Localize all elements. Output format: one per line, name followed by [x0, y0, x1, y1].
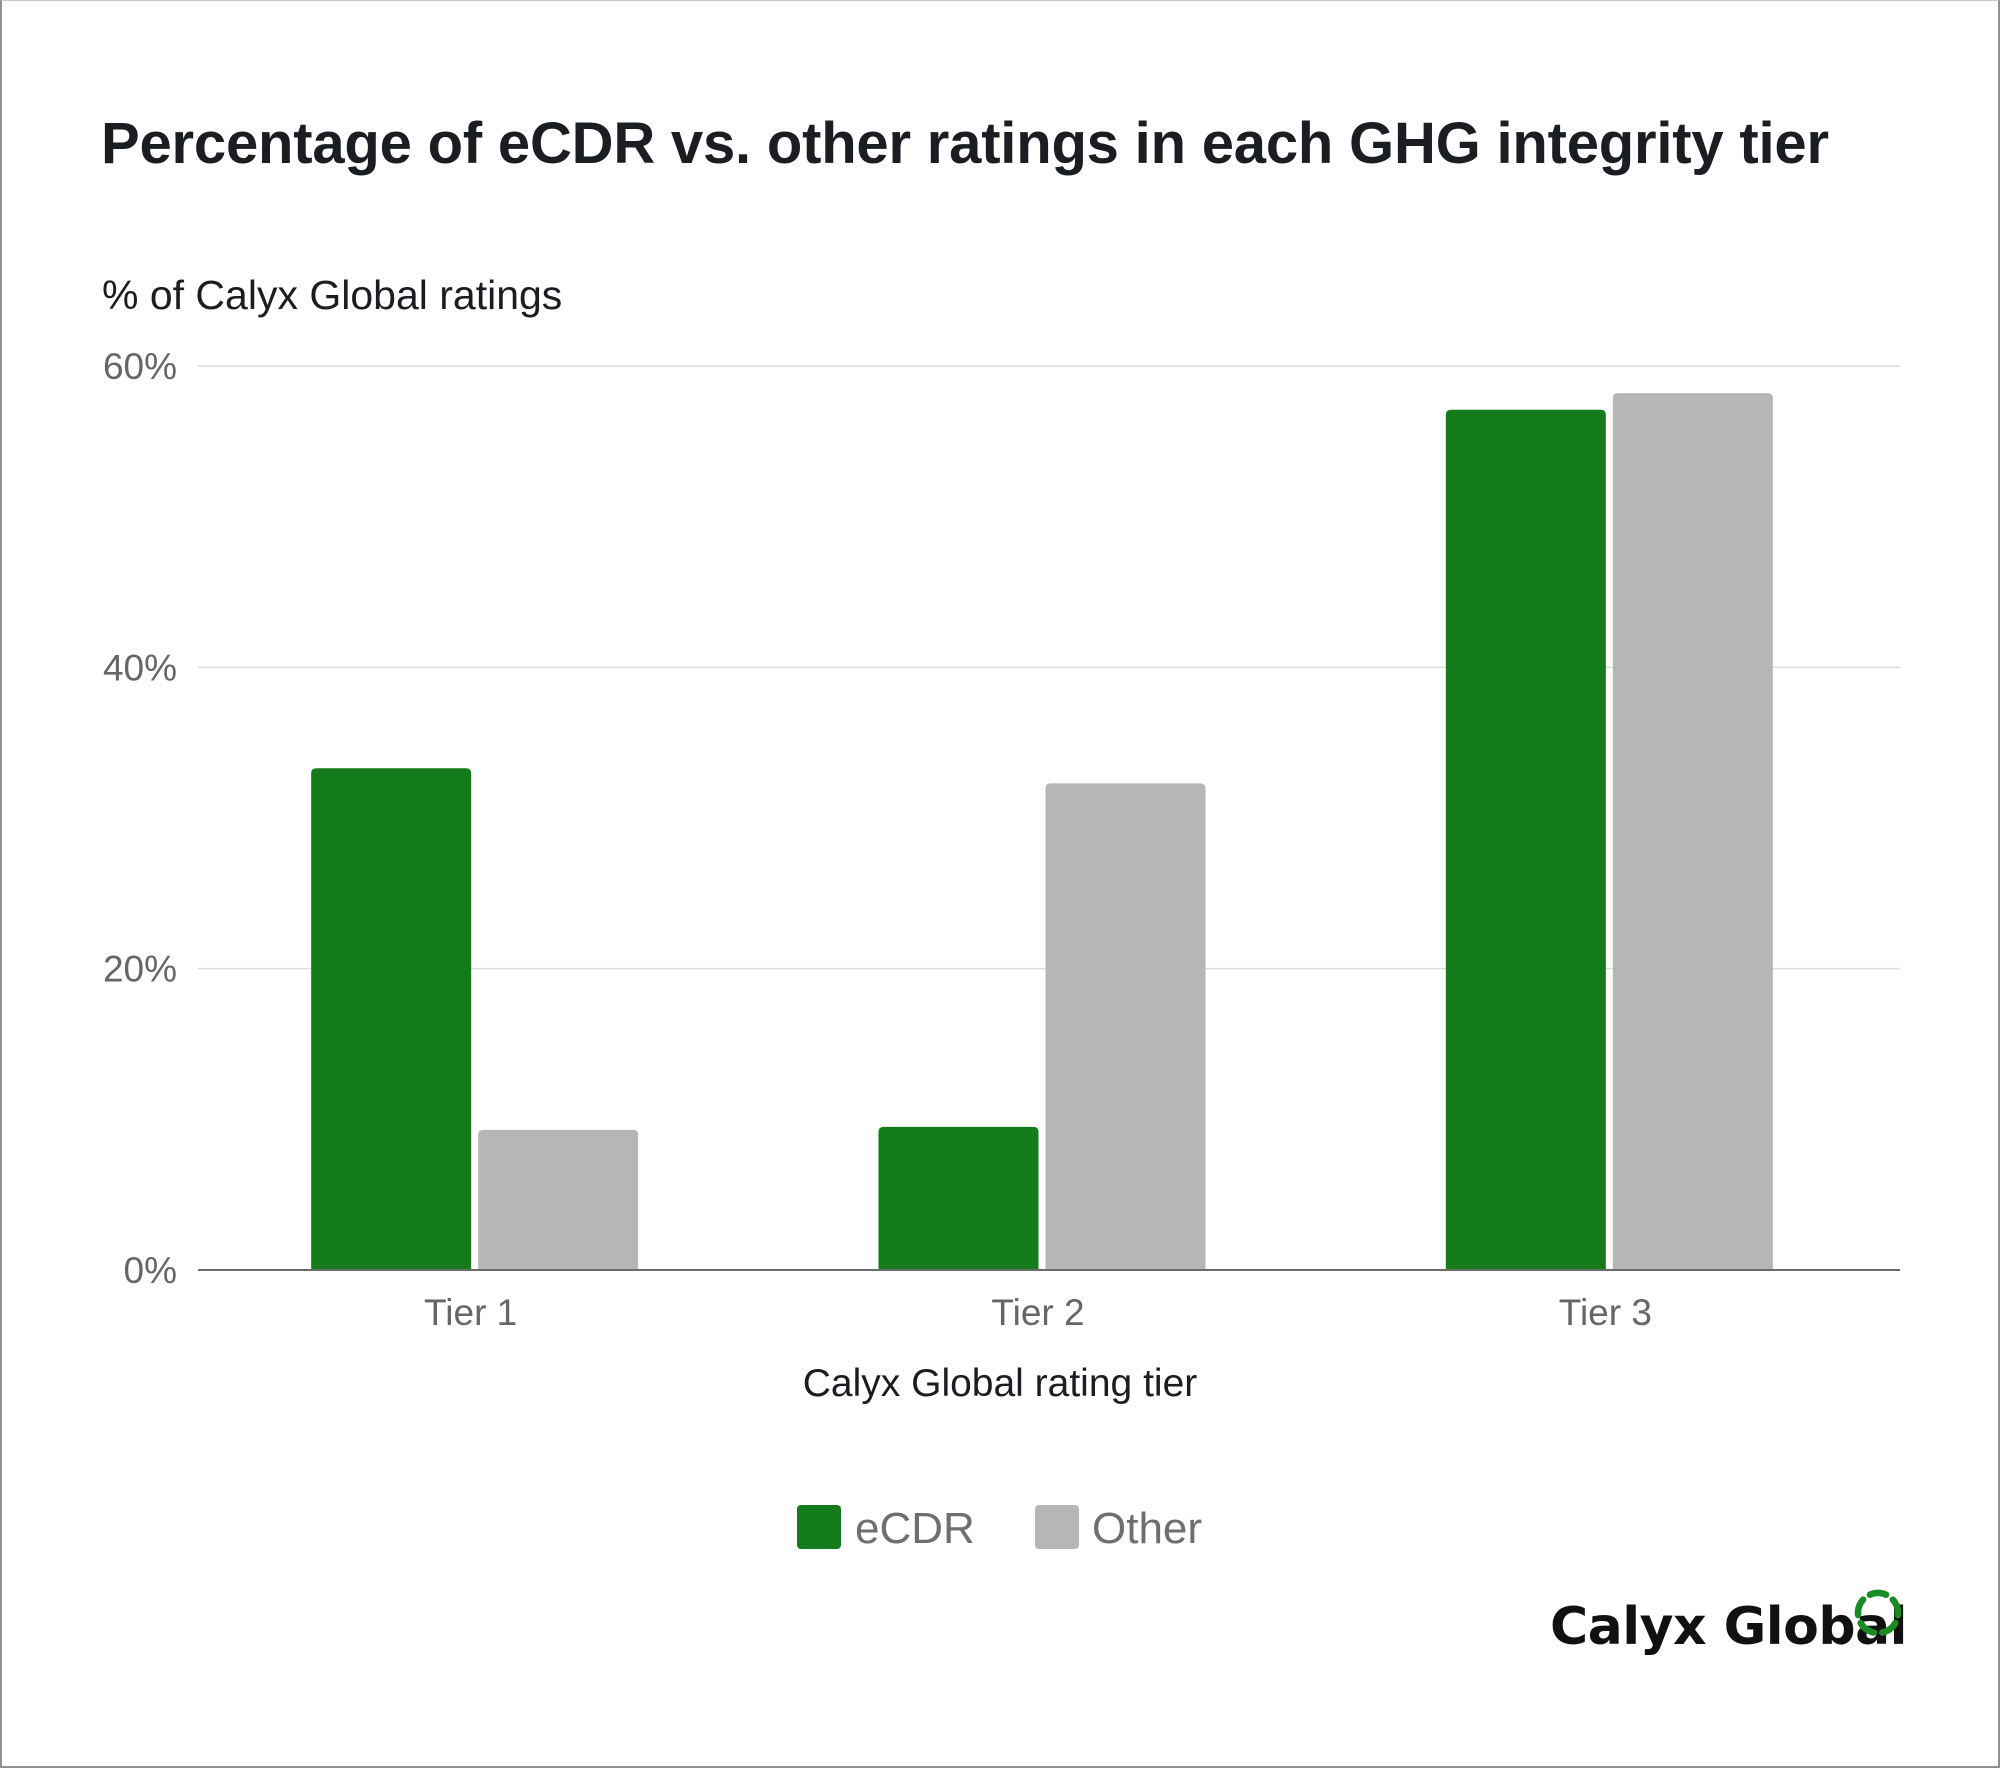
- logo-ring-dash: [1857, 1619, 1878, 1636]
- legend-item-other[interactable]: Other: [1035, 1504, 1202, 1553]
- chart-title: Percentage of eCDR vs. other ratings in …: [101, 111, 1829, 176]
- bar-ecdr-tier-2: [878, 1126, 1039, 1270]
- bar-ecdr-tier-1: [311, 768, 472, 1270]
- y-tick-label: 0%: [124, 1250, 177, 1291]
- legend: eCDR Other: [797, 1504, 1202, 1553]
- logo-ring-dash: [1854, 1596, 1867, 1619]
- x-tick-labels: Tier 1 Tier 2 Tier 3: [424, 1292, 1652, 1333]
- y-tick-label: 20%: [103, 949, 177, 990]
- legend-swatch-other: [1035, 1505, 1079, 1549]
- legend-label: Other: [1092, 1504, 1202, 1553]
- logo-ring-dash: [1889, 1596, 1902, 1619]
- x-tick-label: Tier 1: [424, 1292, 517, 1333]
- legend-swatch-ecdr: [797, 1505, 841, 1549]
- logo-ring-dash: [1866, 1589, 1890, 1598]
- y-tick-label: 40%: [103, 647, 177, 688]
- y-tick-label: 60%: [103, 346, 177, 387]
- logo-ring-dash: [1878, 1619, 1899, 1636]
- bar-other-tier-1: [478, 1129, 639, 1270]
- y-axis-title: % of Calyx Global ratings: [102, 272, 563, 318]
- y-tick-labels: 0% 20% 40% 60%: [103, 346, 177, 1291]
- dashed-ring-icon: [1854, 1589, 1902, 1636]
- calyx-global-logo-text: Calyx Global: [1550, 1597, 1907, 1657]
- bars: [311, 393, 1773, 1270]
- x-tick-label: Tier 2: [991, 1292, 1084, 1333]
- legend-label: eCDR: [855, 1504, 975, 1553]
- x-tick-label: Tier 3: [1559, 1292, 1652, 1333]
- legend-item-ecdr[interactable]: eCDR: [797, 1504, 975, 1553]
- bar-other-tier-3: [1612, 393, 1773, 1270]
- bar-other-tier-2: [1045, 783, 1206, 1270]
- x-axis-title: Calyx Global rating tier: [803, 1362, 1198, 1405]
- bar-ecdr-tier-3: [1445, 409, 1606, 1270]
